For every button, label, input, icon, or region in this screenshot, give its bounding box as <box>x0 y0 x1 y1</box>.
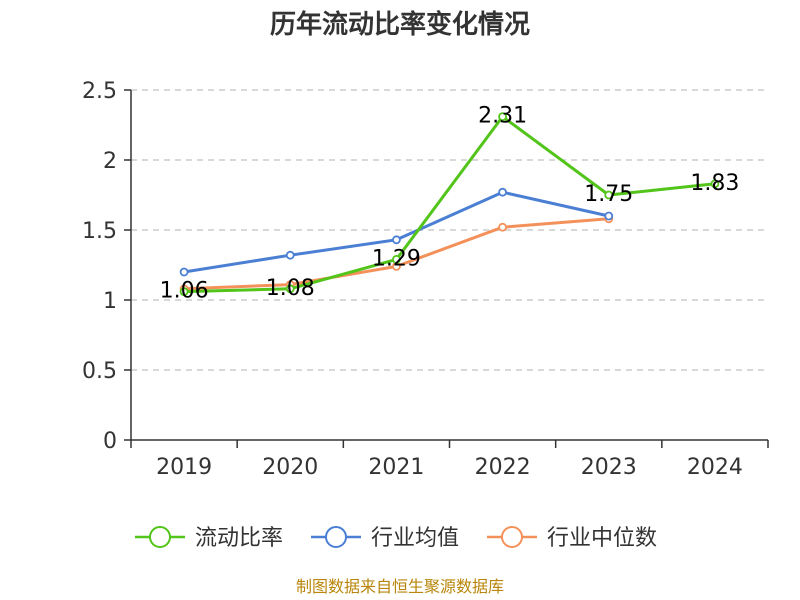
chart-title: 历年流动比率变化情况 <box>270 9 530 40</box>
x-tick-label: 2022 <box>475 455 531 480</box>
legend-marker <box>325 526 347 548</box>
y-tick-label: 1 <box>103 289 117 314</box>
legend-item-1[interactable]: 行业均值 <box>311 526 459 551</box>
data-point <box>392 235 401 245</box>
series-line <box>182 115 717 294</box>
data-labels: 1.06 1.08 1.29 2.31 1.75 1.83 <box>160 104 740 304</box>
y-tick-label: 2 <box>103 149 117 174</box>
x-tick-label: 2021 <box>368 455 424 480</box>
x-tick-label: 2024 <box>687 455 743 480</box>
grid-layer <box>131 89 768 371</box>
series-1 <box>179 187 614 277</box>
axis-layer: 0 0.5 1 1.5 2 2.5 2019 2020 2021 2022 2023 2024 <box>82 79 769 480</box>
data-label: 1.83 <box>690 171 739 196</box>
data-label: 2.31 <box>478 104 527 129</box>
data-point <box>392 254 401 264</box>
y-tick-label: 2.5 <box>82 79 117 104</box>
data-point <box>604 190 614 200</box>
data-label: 1.29 <box>372 246 421 271</box>
y-tick-label: 0.5 <box>82 359 117 384</box>
series-layer <box>179 112 720 297</box>
x-tick-label: 2020 <box>262 455 318 480</box>
data-point <box>179 267 189 277</box>
series-0 <box>179 112 720 297</box>
legend[interactable]: 流动比率 行业均值 行业中位数 <box>135 526 657 551</box>
legend-item-0[interactable]: 流动比率 <box>135 526 283 551</box>
data-label: 1.06 <box>160 279 209 304</box>
y-tick-label: 0 <box>103 429 117 454</box>
data-point <box>498 222 507 232</box>
x-tick-label: 2023 <box>581 455 637 480</box>
data-point <box>498 112 507 121</box>
data-label: 1.75 <box>584 182 633 207</box>
source-note: 制图数据来自恒生聚源数据库 <box>296 577 504 596</box>
data-label: 1.08 <box>266 276 315 301</box>
data-point <box>604 211 614 221</box>
data-point <box>710 179 720 189</box>
legend-marker <box>501 526 523 548</box>
legend-label: 流动比率 <box>195 526 283 551</box>
x-tick-label: 2019 <box>156 455 212 480</box>
data-point <box>285 284 295 294</box>
legend-item-2[interactable]: 行业中位数 <box>487 526 657 551</box>
y-tick-label: 1.5 <box>82 219 117 244</box>
legend-marker <box>149 526 171 548</box>
legend-label: 行业均值 <box>371 526 459 551</box>
data-point <box>179 287 189 297</box>
legend-label: 行业中位数 <box>547 526 657 551</box>
data-point <box>498 187 507 197</box>
data-point <box>285 250 295 260</box>
